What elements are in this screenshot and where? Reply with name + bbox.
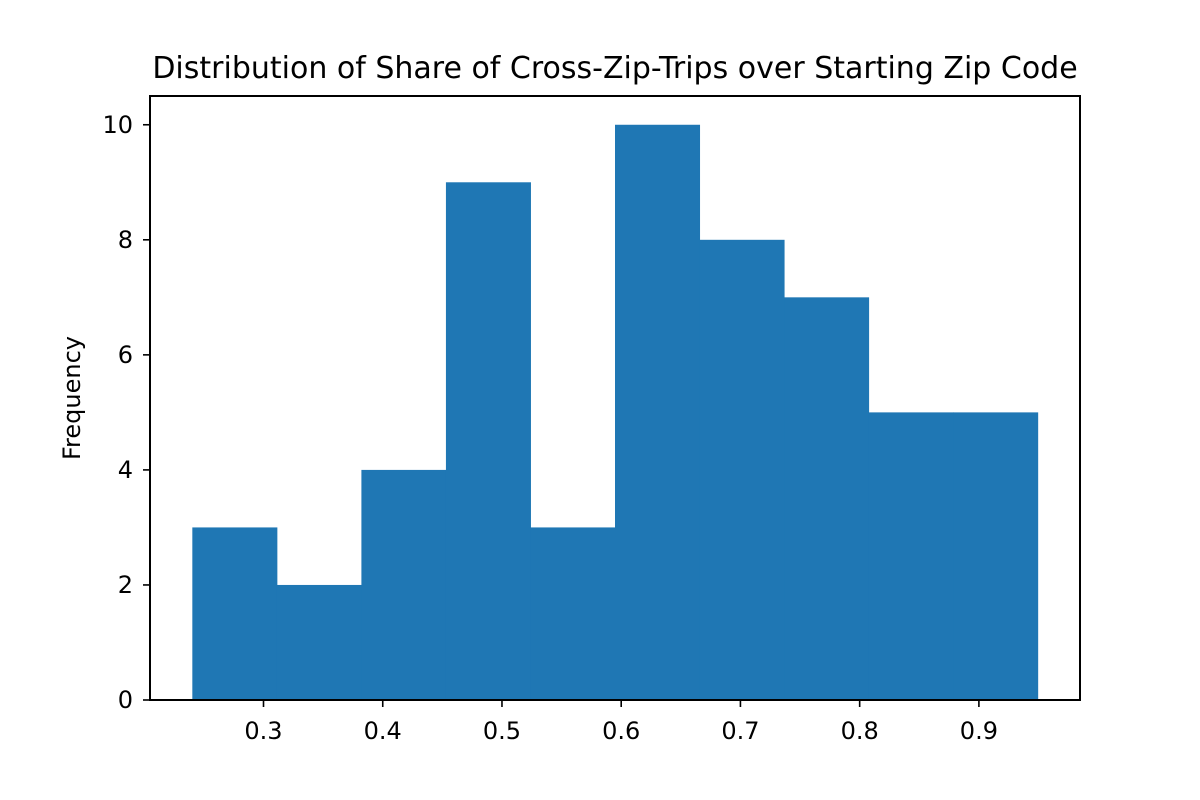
y-axis-label: Frequency — [58, 336, 86, 460]
histogram-bar — [192, 527, 278, 700]
histogram-bar — [953, 412, 1039, 700]
ticks-layer: 0.3 0.4 0.5 0.6 0.7 0.8 0.9 0 2 4 6 8 10 — [102, 111, 998, 745]
histogram-bar — [868, 412, 954, 700]
histogram-bar — [445, 182, 531, 701]
plot-frame — [149, 95, 1081, 701]
y-tick-label: 8 — [118, 226, 133, 254]
x-tick-label: 0.7 — [721, 717, 759, 745]
y-tick-label: 6 — [118, 341, 133, 369]
y-tick-label: 2 — [118, 571, 133, 599]
bars-layer — [192, 124, 1039, 701]
histogram-bar — [699, 239, 785, 701]
x-tick-label: 0.4 — [364, 717, 402, 745]
x-tick-label: 0.8 — [841, 717, 879, 745]
histogram-bar — [530, 527, 616, 700]
histogram-bar — [784, 297, 870, 700]
histogram-bar — [615, 124, 701, 700]
x-tick-label: 0.6 — [602, 717, 640, 745]
x-tick-label: 0.3 — [244, 717, 282, 745]
y-tick-label: 0 — [118, 686, 133, 714]
y-tick-label: 10 — [102, 111, 133, 139]
histogram-bar — [361, 469, 447, 700]
x-tick-label: 0.5 — [483, 717, 521, 745]
chart-title: Distribution of Share of Cross-Zip-Trips… — [152, 51, 1077, 86]
x-tick-label: 0.9 — [960, 717, 998, 745]
y-tick-label: 4 — [118, 456, 133, 484]
histogram-bar — [276, 584, 362, 700]
